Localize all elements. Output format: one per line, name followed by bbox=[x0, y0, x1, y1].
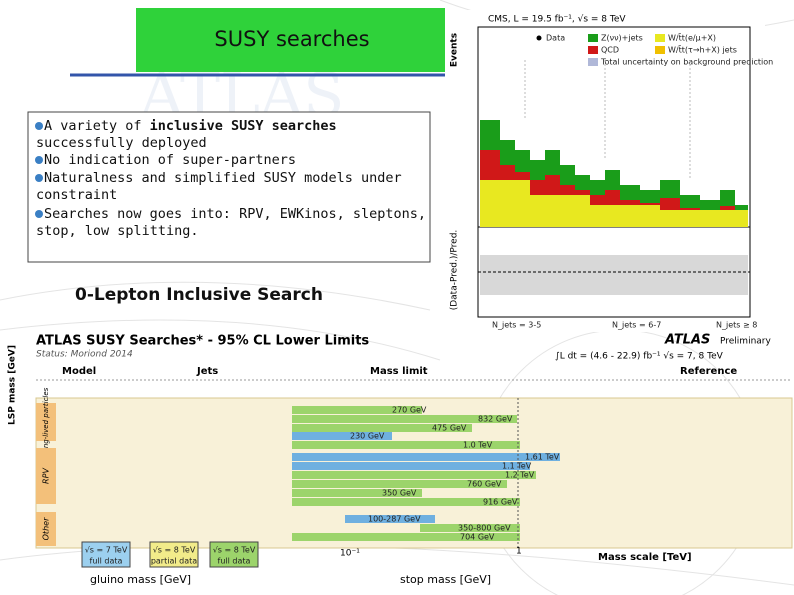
limit-bar bbox=[292, 432, 392, 440]
axis-tick: 10⁻¹ bbox=[340, 549, 360, 559]
limit-label: 916 GeV bbox=[483, 498, 518, 507]
limit-bar bbox=[292, 424, 472, 432]
limit-bar bbox=[292, 489, 422, 497]
bullets: A variety of inclusive SUSY searches suc… bbox=[35, 118, 426, 239]
limit-label: 1.61 TeV bbox=[525, 453, 560, 462]
bullet-text: constraint bbox=[36, 187, 117, 203]
column-header: Jets bbox=[196, 366, 218, 377]
limit-label: 1.1 TeV bbox=[502, 462, 532, 471]
legend-label: QCD bbox=[601, 46, 619, 55]
energy-label: full data bbox=[218, 557, 251, 566]
bullet-text: stop, low splitting. bbox=[36, 223, 199, 239]
lsp-axis: LSP mass [GeV] bbox=[8, 345, 18, 425]
limit-label: 475 GeV bbox=[432, 424, 467, 433]
legend-swatch bbox=[588, 58, 598, 66]
slide-title: SUSY searches bbox=[214, 27, 369, 51]
limit-bar bbox=[292, 406, 422, 414]
bullet-text: A variety of inclusive SUSY searches bbox=[44, 118, 337, 134]
legend-label: Z(νν)+jets bbox=[601, 34, 643, 43]
limit-bar bbox=[292, 498, 520, 506]
limit-bar bbox=[292, 462, 530, 470]
limit-label: 350 GeV bbox=[382, 489, 417, 498]
limit-bar bbox=[292, 453, 560, 461]
legend-swatch bbox=[588, 34, 598, 42]
energy-label: full data bbox=[90, 557, 123, 566]
table-title: ATLAS SUSY Searches* - 95% CL Lower Limi… bbox=[36, 334, 369, 349]
column-header: Reference bbox=[680, 366, 737, 377]
section-tag bbox=[36, 448, 56, 504]
section-label: RPV bbox=[42, 468, 51, 484]
bullet-dot bbox=[35, 156, 43, 164]
limit-label: 100-287 GeV bbox=[368, 515, 421, 524]
limit-bars: 270 GeV 832 GeV 475 GeV 230 GeV 1.0 TeV … bbox=[292, 406, 560, 542]
energy-box bbox=[149, 541, 199, 568]
column-header: Model bbox=[62, 366, 96, 377]
limit-bar bbox=[420, 524, 520, 532]
stack-yellow bbox=[480, 180, 748, 227]
limit-label: 832 GeV bbox=[478, 415, 513, 424]
atlas-table: ATLAS SUSY Searches* - 95% CL Lower Limi… bbox=[8, 333, 793, 568]
energy-label: √s = 7 TeV bbox=[85, 546, 128, 555]
lumi-label: ∫L dt = (4.6 - 22.9) fb⁻¹ √s = 7, 8 TeV bbox=[555, 351, 724, 362]
energy-label: √s = 8 TeV bbox=[153, 546, 196, 555]
legend-swatch bbox=[655, 46, 665, 54]
legend-label: W/t̄t(e/μ+X) bbox=[668, 32, 716, 42]
cms-plot: CMS, L = 19.5 fb⁻¹, √s = 8 TeV Events (D… bbox=[447, 10, 773, 332]
njets-label: N_jets = 3-5 bbox=[492, 321, 541, 330]
preliminary: Preliminary bbox=[720, 337, 771, 347]
x-axis-label: Mass scale [TeV] bbox=[598, 552, 692, 563]
legend-swatch bbox=[655, 34, 665, 42]
bullet-dot bbox=[35, 122, 43, 130]
bullet-text: successfully deployed bbox=[36, 135, 207, 151]
title-box bbox=[136, 8, 445, 72]
legend-label: Data bbox=[546, 34, 565, 43]
table-status: Status: Moriond 2014 bbox=[36, 350, 133, 360]
section-tag bbox=[36, 512, 56, 546]
bullet-dot bbox=[35, 174, 43, 182]
section-label: Long-lived particles bbox=[42, 387, 50, 456]
legend-swatch bbox=[588, 46, 598, 54]
energy-label: √s = 8 TeV bbox=[213, 546, 256, 555]
limit-bar bbox=[292, 415, 517, 423]
axis-tick: 1 bbox=[516, 547, 522, 557]
section-tag bbox=[36, 403, 56, 441]
section-label: Other bbox=[42, 517, 51, 540]
limit-bar bbox=[292, 480, 507, 488]
energy-box bbox=[81, 541, 131, 568]
bullet-dot bbox=[35, 210, 43, 218]
limit-label: 760 GeV bbox=[467, 480, 502, 489]
limit-label: 350-800 GeV bbox=[458, 524, 511, 533]
limit-bar bbox=[292, 471, 536, 479]
y-axis-label: Events bbox=[450, 33, 460, 67]
histogram bbox=[480, 60, 748, 227]
bullet-text: Searches now goes into: RPV, EWKinos, sl… bbox=[44, 206, 426, 222]
overlay-axis-label: stop mass [GeV] bbox=[400, 573, 491, 586]
bullet-box bbox=[27, 111, 431, 263]
overlay-axis-label: gluino mass [GeV] bbox=[90, 573, 191, 586]
bullet-text: No indication of super-partners bbox=[44, 152, 296, 168]
energy-label: partial data bbox=[151, 557, 197, 566]
limit-label: 270 GeV bbox=[392, 406, 427, 415]
limit-label: 704 GeV bbox=[460, 533, 495, 542]
limit-bar bbox=[292, 533, 520, 541]
atlas-logo: ATLAS bbox=[664, 333, 710, 348]
njets-label: N_jets ≥ 8 bbox=[716, 321, 757, 330]
bullet-text: Naturalness and simplified SUSY models u… bbox=[44, 170, 402, 186]
legend-label: Total uncertainty on background predicti… bbox=[600, 58, 773, 67]
column-header: Mass limit bbox=[370, 366, 428, 377]
legend-marker bbox=[536, 35, 542, 41]
limit-label: 230 GeV bbox=[350, 432, 385, 441]
y-axis-label: (Data-Pred.)/Pred. bbox=[450, 230, 460, 311]
uncertainty-band bbox=[480, 255, 748, 295]
energy-box bbox=[209, 541, 259, 568]
njets-label: N_jets = 6-7 bbox=[612, 321, 661, 330]
legend-label: W/t̄t(τ→h+X) jets bbox=[668, 44, 737, 54]
section-heading: 0-Lepton Inclusive Search bbox=[75, 285, 323, 305]
limit-label: 1.0 TeV bbox=[463, 441, 493, 450]
limit-label: 1.2 TeV bbox=[505, 471, 535, 480]
plot-header: CMS, L = 19.5 fb⁻¹, √s = 8 TeV bbox=[488, 14, 626, 25]
limit-bar bbox=[345, 515, 435, 523]
limit-bar bbox=[292, 441, 520, 449]
